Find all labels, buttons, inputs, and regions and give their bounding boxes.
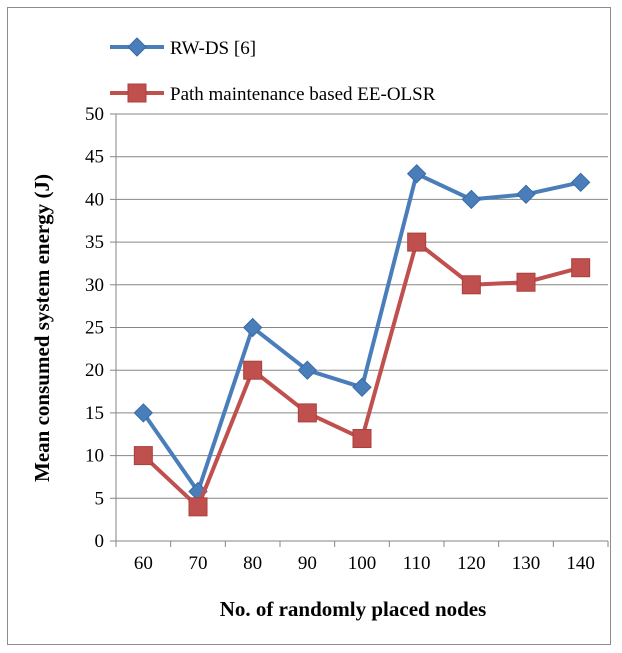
legend-marker-ee-olsr bbox=[127, 83, 147, 103]
data-point-rw-ds bbox=[406, 164, 427, 184]
data-point-ee-olsr bbox=[407, 232, 427, 252]
x-tick-label: 110 bbox=[403, 553, 431, 574]
data-point-rw-ds bbox=[570, 172, 591, 193]
data-point-ee-olsr bbox=[188, 497, 208, 517]
x-tick-label: 70 bbox=[189, 553, 208, 574]
x-tick-label: 90 bbox=[298, 553, 317, 574]
x-tick-label: 80 bbox=[243, 553, 262, 574]
y-axis-title: Mean consumed system energy (J) bbox=[30, 174, 54, 482]
data-point-rw-ds bbox=[352, 377, 372, 397]
y-tick-label: 40 bbox=[85, 189, 104, 210]
data-point-rw-ds bbox=[461, 189, 482, 210]
legend-label-rw-ds: RW-DS [6] bbox=[170, 38, 256, 59]
data-point-ee-olsr bbox=[516, 272, 536, 292]
legend-item-rw-ds: RW-DS [6] bbox=[110, 37, 256, 59]
x-tick-label: 60 bbox=[134, 553, 153, 574]
data-point-ee-olsr bbox=[352, 429, 372, 449]
legend-item-ee-olsr: Path maintenance based EE-OLSR bbox=[110, 83, 436, 105]
x-tick-label: 100 bbox=[348, 553, 377, 574]
x-tick-labels: 60 70 80 90 100 110 120 130 140 bbox=[115, 541, 609, 574]
series-group bbox=[133, 164, 591, 517]
y-tick-label: 30 bbox=[85, 275, 104, 296]
data-point-ee-olsr bbox=[133, 446, 153, 466]
chart-frame bbox=[7, 7, 611, 645]
legend-marker-rw-ds bbox=[127, 37, 147, 57]
legend: RW-DS [6] Path maintenance based EE-OLSR bbox=[110, 37, 436, 105]
data-point-rw-ds bbox=[242, 317, 263, 338]
y-tick-label: 50 bbox=[85, 104, 104, 125]
data-point-rw-ds bbox=[133, 403, 154, 423]
x-tick-label: 140 bbox=[566, 553, 595, 574]
series-line-ee-olsr bbox=[141, 240, 582, 509]
y-tick-label: 10 bbox=[85, 446, 104, 467]
y-tick-label: 0 bbox=[95, 531, 105, 552]
y-tick-label: 35 bbox=[85, 232, 104, 253]
y-tick-label: 25 bbox=[85, 318, 104, 339]
y-tick-labels: 0 5 10 15 20 25 30 35 40 45 50 bbox=[85, 104, 116, 552]
legend-label-ee-olsr: Path maintenance based EE-OLSR bbox=[170, 84, 436, 105]
y-tick-label: 45 bbox=[85, 147, 104, 168]
data-point-ee-olsr bbox=[571, 258, 591, 278]
data-point-rw-ds bbox=[516, 184, 536, 204]
y-tick-label: 20 bbox=[85, 360, 104, 381]
x-tick-label: 130 bbox=[512, 553, 541, 574]
x-axis-title: No. of randomly placed nodes bbox=[220, 597, 487, 621]
y-tick-label: 15 bbox=[85, 403, 104, 424]
x-tick-label: 120 bbox=[457, 553, 486, 574]
data-point-ee-olsr bbox=[297, 403, 317, 423]
data-point-ee-olsr bbox=[461, 275, 481, 295]
series-ee-olsr bbox=[133, 232, 591, 517]
data-point-rw-ds bbox=[297, 360, 318, 380]
series-rw-ds bbox=[133, 164, 591, 502]
data-point-ee-olsr bbox=[243, 360, 263, 380]
y-tick-label: 5 bbox=[95, 488, 105, 509]
